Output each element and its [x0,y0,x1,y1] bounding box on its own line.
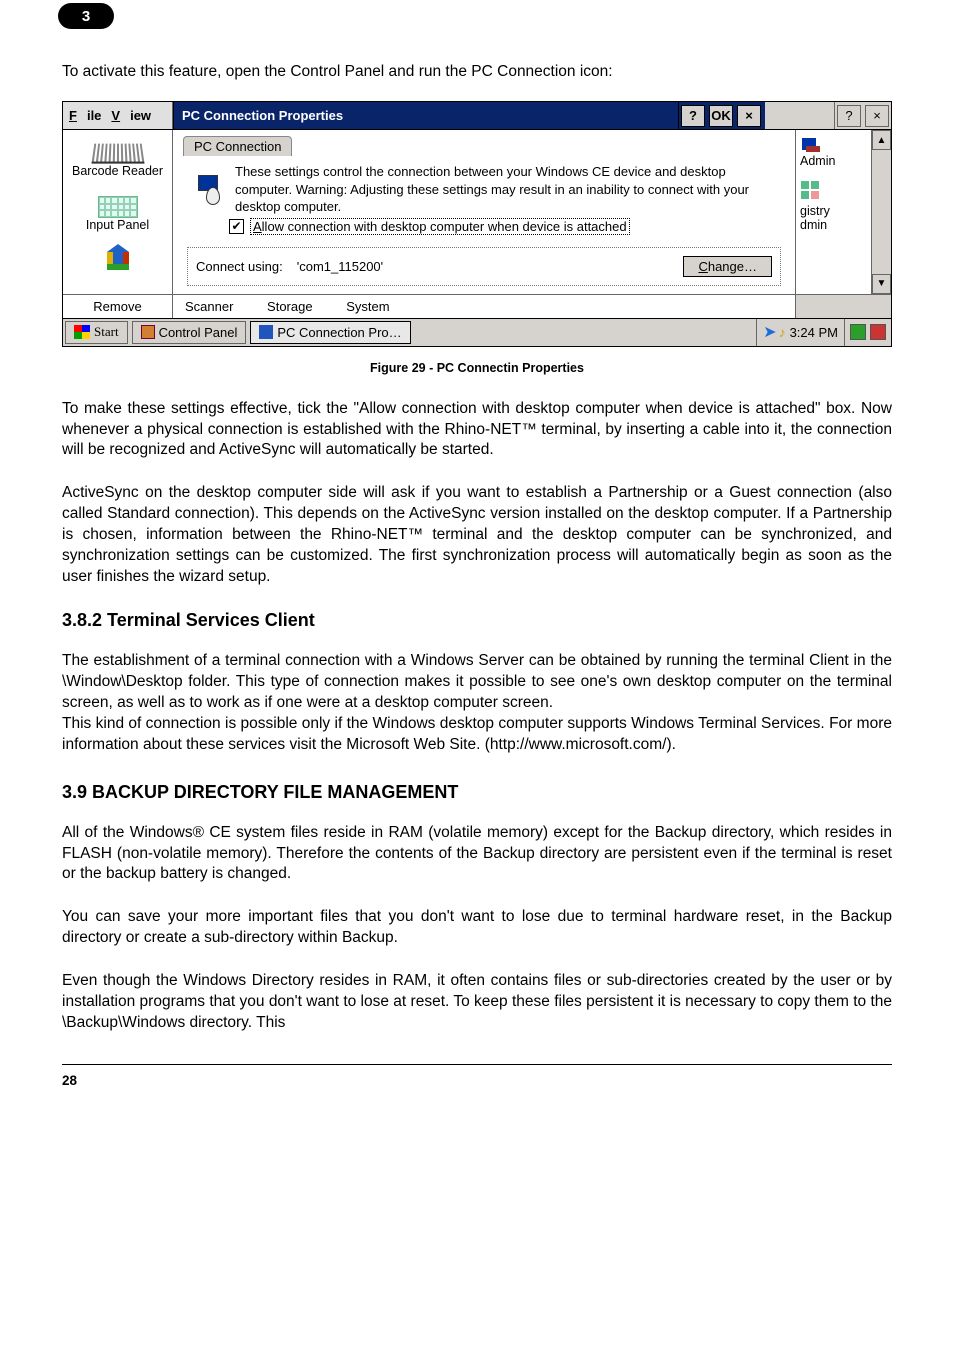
figure-caption: Figure 29 - PC Connectin Properties [62,361,892,375]
connect-using-box: Connect using: 'com1_115200' Change… [187,247,781,286]
input-panel-item[interactable]: Input Panel [86,190,149,232]
storage-label[interactable]: Storage [267,299,313,314]
remove-item[interactable] [103,244,133,279]
footer-rule [62,1064,892,1065]
outer-help-button[interactable]: ? [837,105,861,127]
ok-button[interactable]: OK [709,105,733,127]
tab-pc-connection[interactable]: PC Connection [183,136,292,156]
scroll-up-button[interactable]: ▲ [872,130,891,150]
allow-connection-label: Allow connection with desktop computer w… [250,218,630,235]
scanner-label[interactable]: Scanner [185,299,233,314]
registry-label[interactable]: gistry [800,204,867,218]
chapter-badge: 3 [58,3,114,29]
bottom-labels: Scanner Storage System [173,295,795,318]
port-value: 'com1_115200' [297,259,383,274]
tray-icon-3[interactable] [850,324,866,340]
remove-label[interactable]: Remove [63,295,173,318]
pc-connection-icon [187,163,229,216]
tray-icon-2[interactable]: ♪ [779,324,786,340]
paragraph-3b: This kind of connection is possible only… [62,714,892,756]
microsoft-link[interactable]: http://www.microsoft.com/ [490,736,667,753]
allow-connection-checkbox[interactable]: ✔ [229,219,244,234]
menu-file[interactable]: File [69,108,101,123]
paragraph-4: All of the Windows® CE system files resi… [62,823,892,886]
admin-icon [800,136,824,154]
titlebar: File View PC Connection Properties ? OK … [63,102,891,130]
taskbar: Start Control Panel PC Connection Pro… ➤… [63,318,891,346]
description-text: These settings control the connection be… [229,163,781,216]
remove-icon [103,244,133,279]
task-pc-connection[interactable]: PC Connection Pro… [250,321,410,344]
barcode-icon [91,144,144,164]
paragraph-6: Even though the Windows Directory reside… [62,971,892,1034]
dmin-label[interactable]: dmin [800,218,867,232]
task-control-panel[interactable]: Control Panel [132,321,247,344]
outer-close-button[interactable]: × [865,105,889,127]
system-label[interactable]: System [346,299,389,314]
screenshot-window: File View PC Connection Properties ? OK … [62,101,892,347]
window-title: PC Connection Properties [173,102,679,129]
paragraph-3a: The establishment of a terminal connecti… [62,651,892,714]
paragraph-5: You can save your more important files t… [62,907,892,949]
intro-text: To activate this feature, open the Contr… [62,63,892,81]
heading-39: 3.9 BACKUP DIRECTORY FILE MANAGEMENT [62,782,892,803]
scrollbar[interactable]: ▲ ▼ [871,130,891,294]
outer-menu: File View [63,102,173,129]
page-number: 28 [62,1073,892,1088]
pc-conn-icon [259,325,273,339]
system-tray: ➤ ♪ 3:24 PM [756,319,844,346]
heading-382: 3.8.2 Terminal Services Client [62,610,892,631]
start-button[interactable]: Start [65,321,128,344]
barcode-reader-item[interactable]: Barcode Reader [72,136,163,178]
close-button[interactable]: × [737,105,761,127]
tray-time: 3:24 PM [790,325,838,340]
menu-view[interactable]: View [111,108,151,123]
help-button[interactable]: ? [681,105,705,127]
windows-icon [74,325,90,339]
scroll-down-button[interactable]: ▼ [872,274,891,294]
right-partial-column: Admin gistry dmin [795,130,871,294]
control-panel-icons: Barcode Reader Input Panel [63,130,173,294]
connect-using-label: Connect using: [196,259,283,274]
folder-icon [141,325,155,339]
tray-icon-1[interactable]: ➤ [763,322,776,342]
paragraph-1: To make these settings effective, tick t… [62,399,892,462]
paragraph-2: ActiveSync on the desktop computer side … [62,483,892,588]
change-button[interactable]: Change… [683,256,772,277]
registry-icon [800,180,824,204]
keyboard-icon [98,196,138,218]
tray-icon-4[interactable] [870,324,886,340]
admin-label[interactable]: Admin [800,154,867,168]
